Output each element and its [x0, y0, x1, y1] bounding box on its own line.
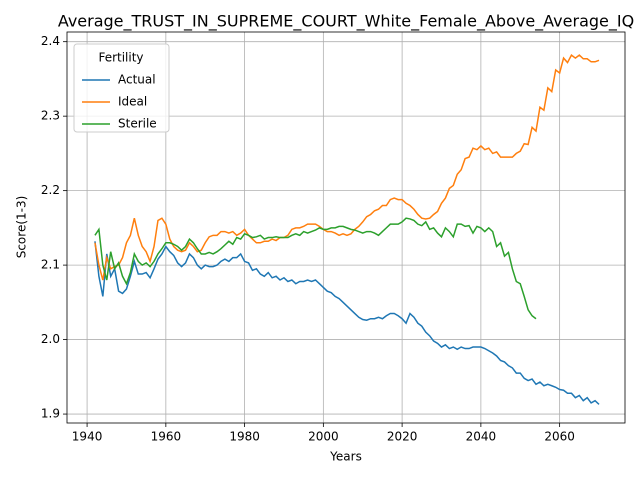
y-tick-label: 2.2 [41, 183, 60, 197]
series-line [94, 217, 537, 320]
y-tick-label: 2.1 [41, 258, 60, 272]
y-axis-label: Score(1-3) [15, 196, 29, 259]
legend-label: Ideal [118, 95, 147, 109]
x-tick-label: 2040 [466, 430, 497, 444]
legend-label: Actual [118, 73, 156, 87]
series-line [94, 241, 600, 405]
x-tick-label: 2020 [387, 430, 418, 444]
x-tick-label: 1960 [151, 430, 182, 444]
legend-title: Fertility [98, 51, 143, 65]
x-tick-label: 2000 [308, 430, 339, 444]
chart-title: Average_TRUST_IN_SUPREME_COURT_White_Fem… [58, 12, 634, 32]
legend-label: Sterile [118, 117, 157, 131]
x-axis-label: Years [329, 450, 362, 464]
y-tick-label: 2.0 [41, 332, 60, 346]
x-tick-label: 2060 [544, 430, 575, 444]
x-tick-label: 1980 [229, 430, 260, 444]
plot-frame [66, 31, 626, 424]
legend-box [73, 43, 170, 133]
y-tick-label: 1.9 [41, 407, 60, 421]
y-tick-label: 2.4 [41, 34, 60, 48]
x-tick-label: 1940 [72, 430, 103, 444]
series-line [94, 53, 600, 281]
y-tick-label: 2.3 [41, 109, 60, 123]
